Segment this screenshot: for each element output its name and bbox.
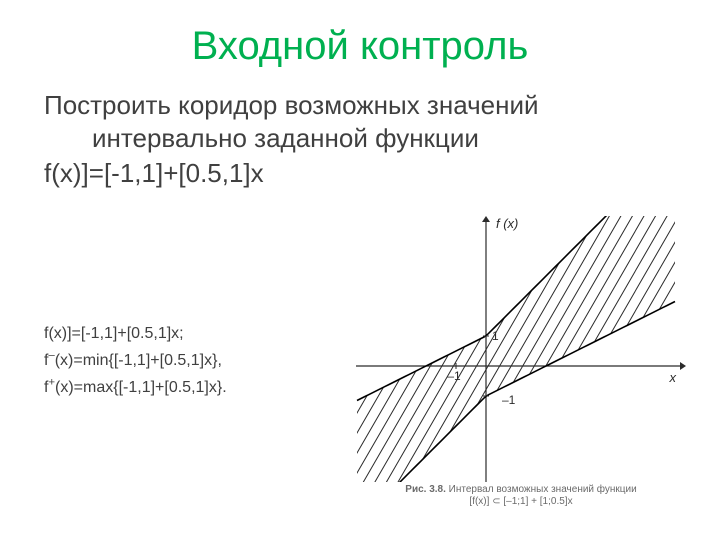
caption-rest: Интервал возможных значений функции [446,484,637,495]
slide: Входной контроль Построить коридор возмо… [0,0,720,540]
small-formulas: f(x)]=[-1,1]+[0.5,1]x; f–(x)=min{[-1,1]+… [44,320,227,402]
caption-line2: [f(x)] ⊂ [–1;1] + [1;0.5]x [469,496,572,507]
body-text: Построить коридор возможных значений инт… [0,69,720,154]
f-plus-post: (x)=max{[-1,1]+[0.5,1]x}. [55,379,227,396]
interval-corridor-figure: 1 –1 –1 x f (x) [356,216,686,482]
svg-text:f (x): f (x) [496,216,518,231]
body-line1: Построить коридор возможных значений [44,90,539,120]
main-formula: f(x)]=[-1,1]+[0.5,1]x [0,154,720,189]
small-formula-2: f–(x)=min{[-1,1]+[0.5,1]x}, [44,347,227,374]
svg-text:1: 1 [492,329,499,343]
figure-caption: Рис. 3.8. Интервал возможных значений фу… [360,484,682,508]
body-line2: интервально заданной функции [44,122,676,155]
small-formula-1: f(x)]=[-1,1]+[0.5,1]x; [44,320,227,347]
slide-title: Входной контроль [0,0,720,69]
f-minus-post: (x)=min{[-1,1]+[0.5,1]x}, [55,352,222,369]
svg-text:–1: –1 [447,369,461,383]
svg-text:x: x [669,370,677,385]
svg-text:–1: –1 [502,393,516,407]
caption-bold: Рис. 3.8. [405,484,446,495]
small-formula-3: f+(x)=max{[-1,1]+[0.5,1]x}. [44,374,227,401]
